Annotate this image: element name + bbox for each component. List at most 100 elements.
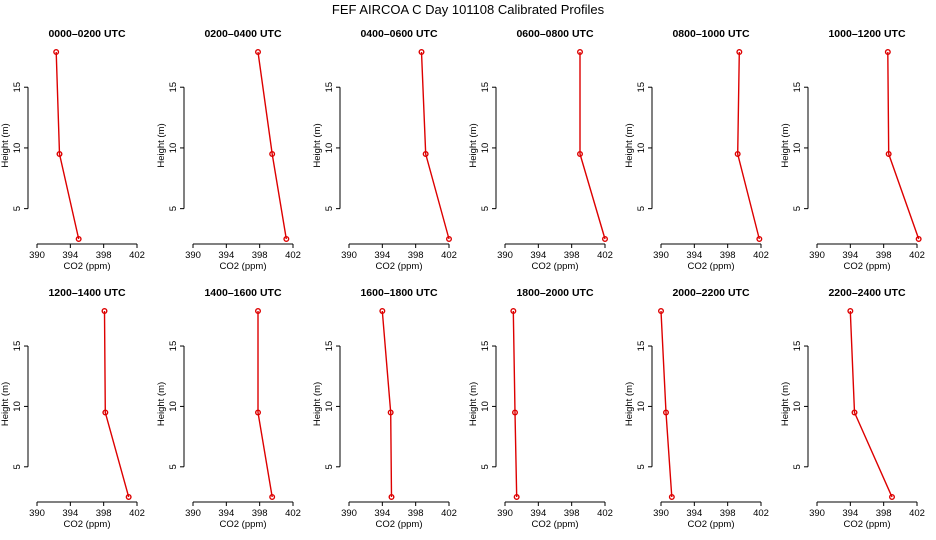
x-axis-label: CO2 (ppm) [688,519,735,530]
y-tick-label: 5 [324,464,335,469]
data-point [889,494,896,501]
x-tick-label: 394 [374,508,390,519]
panel-title: 2200–2400 UTC [828,287,905,299]
y-axis-label: Height (m) [156,382,167,426]
x-tick-label: 394 [686,250,702,261]
y-axis-label: Height (m) [624,382,635,426]
profile-panel: 0600–0800 UTC 390 394 398 402 CO2 (ppm) 5 10 15 H… [468,28,613,272]
profile-panel: 1800–2000 UTC 390 394 398 402 CO2 (ppm) 5 10 15 H… [468,287,613,530]
data-point [915,235,922,242]
x-tick-label: 402 [441,250,457,261]
x-tick-label: 402 [909,508,925,519]
profile-line [257,311,273,498]
data-point [884,49,891,56]
profile-panel: 1200–1400 UTC 390 394 398 402 CO2 (ppm) 5 10 15 H… [0,287,145,530]
panel-title: 1200–1400 UTC [48,287,125,299]
y-tick-label: 10 [480,401,491,412]
data-point [388,494,395,501]
profile-panel: 0200–0400 UTC 390 394 398 402 CO2 (ppm) 5 10 15 H… [156,28,301,272]
x-tick-label: 394 [530,508,546,519]
data-point [283,235,290,242]
data-point [53,49,60,56]
x-tick-label: 390 [341,250,357,261]
data-point [269,150,276,157]
x-tick-label: 390 [185,508,201,519]
data-point [254,49,261,56]
y-tick-label: 5 [168,206,179,211]
x-tick-label: 390 [29,250,45,261]
y-tick-label: 5 [324,206,335,211]
x-tick-label: 390 [653,508,669,519]
panel-title: 2000–2200 UTC [672,287,749,299]
data-point [254,308,261,315]
x-tick-label: 394 [686,508,702,519]
x-tick-label: 398 [252,508,268,519]
x-tick-label: 402 [285,250,301,261]
x-tick-label: 402 [597,508,613,519]
profile-panel: 1600–1800 UTC 390 394 398 402 CO2 (ppm) 5 10 15 H… [312,287,457,530]
x-tick-label: 390 [653,250,669,261]
x-tick-label: 402 [753,250,769,261]
y-tick-label: 10 [792,143,803,154]
data-point [512,409,519,416]
x-tick-label: 394 [218,508,234,519]
y-axis-label: Height (m) [0,382,11,426]
profile-panel: 0400–0600 UTC 390 394 398 402 CO2 (ppm) 5 10 15 H… [312,28,457,272]
x-axis-label: CO2 (ppm) [532,261,579,272]
y-tick-label: 5 [480,464,491,469]
panel-title: 1400–1600 UTC [204,287,281,299]
x-axis-label: CO2 (ppm) [844,261,891,272]
y-tick-label: 10 [636,143,647,154]
profile-line [381,310,393,498]
x-tick-label: 394 [62,508,78,519]
y-tick-label: 5 [12,464,23,469]
x-tick-label: 398 [408,508,424,519]
data-point [734,150,741,157]
x-tick-label: 402 [909,250,925,261]
profile-line [849,310,893,498]
y-axis-label: Height (m) [312,382,323,426]
profile-panel: 0800–1000 UTC 390 394 398 402 CO2 (ppm) 5 10 15 H… [624,28,769,272]
x-tick-label: 402 [753,508,769,519]
data-point [668,494,675,501]
panel-title: 1000–1200 UTC [828,28,905,40]
data-point [446,235,453,242]
profile-panel: 2000–2200 UTC 390 394 398 402 CO2 (ppm) 5 10 15 H… [624,287,769,530]
y-tick-label: 15 [168,82,179,93]
x-tick-label: 402 [129,508,145,519]
y-tick-label: 5 [792,206,803,211]
x-axis-label: CO2 (ppm) [376,261,423,272]
y-tick-label: 15 [324,341,335,352]
data-point [851,409,858,416]
profile-line [512,310,518,498]
y-tick-label: 10 [168,401,179,412]
x-tick-label: 394 [374,250,390,261]
data-point [418,49,425,56]
x-tick-label: 398 [876,508,892,519]
x-tick-label: 398 [252,250,268,261]
panel-title: 0800–1000 UTC [672,28,749,40]
x-tick-label: 398 [720,508,736,519]
data-point [510,308,517,315]
panel-title: 0600–0800 UTC [516,28,593,40]
panel-title: 1600–1800 UTC [360,287,437,299]
x-tick-label: 398 [876,250,892,261]
data-point [379,308,386,315]
x-axis-label: CO2 (ppm) [532,519,579,530]
data-point [577,150,584,157]
profile-line [887,51,920,240]
y-tick-label: 15 [480,82,491,93]
panel-title: 0000–0200 UTC [48,28,125,40]
data-point [885,150,892,157]
data-point [269,494,276,501]
y-tick-label: 5 [792,464,803,469]
data-point [387,409,394,416]
panel-title: 0400–0600 UTC [360,28,437,40]
x-tick-label: 398 [96,250,112,261]
y-tick-label: 5 [480,206,491,211]
y-tick-label: 5 [636,464,647,469]
profile-line [55,51,80,240]
y-tick-label: 10 [324,401,335,412]
x-tick-label: 390 [809,508,825,519]
